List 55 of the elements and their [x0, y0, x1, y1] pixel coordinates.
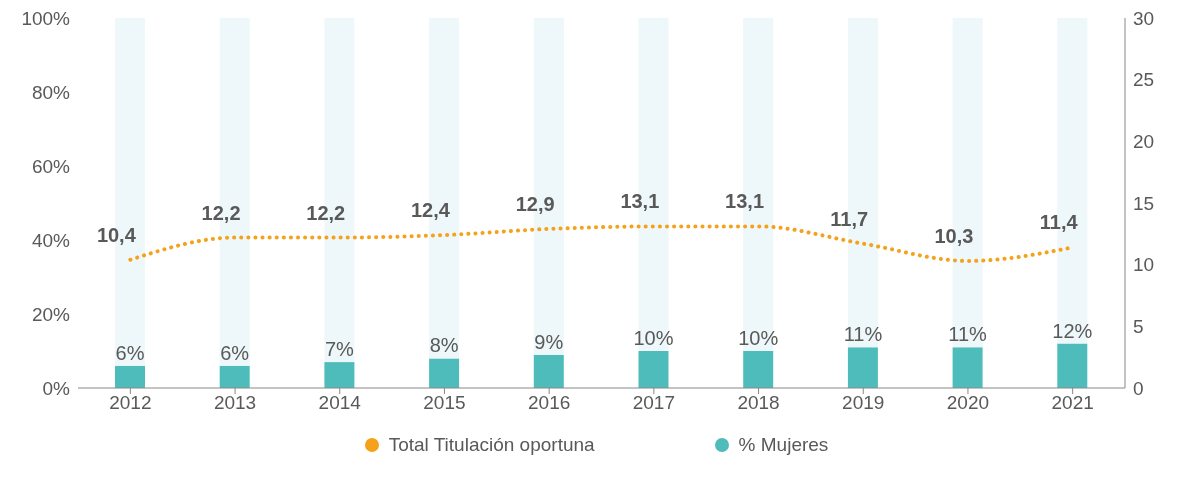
data-label: 13,1 [620, 190, 660, 213]
bar [638, 351, 669, 388]
data-label: 11% [843, 323, 883, 346]
bar [1057, 343, 1088, 388]
y-tick-label: 20% [31, 303, 71, 325]
data-label: 12,2 [306, 201, 346, 224]
data-label: 11% [948, 323, 988, 346]
x-tick-label: 2021 [1051, 392, 1094, 414]
bar [429, 358, 460, 388]
data-label: 8% [429, 334, 459, 357]
x-tick-label: 2017 [632, 392, 675, 414]
y-tick-label: 0% [42, 377, 71, 399]
x-tick-label: 2019 [842, 392, 885, 414]
bar [847, 347, 878, 388]
data-label: 11,7 [830, 207, 869, 230]
data-label: 11,4 [1039, 211, 1079, 234]
y-tick-label: 80% [31, 81, 71, 103]
y-tick-label: 60% [31, 155, 71, 177]
y2-tick-label: 30 [1133, 7, 1155, 29]
y2-tick-label: 0 [1133, 377, 1144, 399]
data-label: 6% [220, 341, 250, 364]
data-label: 6% [115, 341, 145, 364]
y-tick-label: 40% [31, 229, 71, 251]
x-tick-label: 2018 [737, 392, 780, 414]
data-label: 9% [534, 330, 564, 353]
legend-label: % Mujeres [738, 434, 829, 456]
legend-label: Total Titulación oportuna [388, 434, 595, 456]
bar [533, 354, 564, 388]
y2-tick-label: 10 [1133, 254, 1155, 276]
y2-tick-label: 15 [1133, 192, 1155, 214]
data-label: 12,4 [410, 199, 451, 222]
x-tick-label: 2012 [109, 392, 152, 414]
data-label: 10,3 [934, 224, 974, 247]
data-label: 10% [633, 327, 674, 349]
y2-tick-label: 25 [1133, 69, 1155, 91]
data-label: 13,1 [725, 190, 765, 213]
x-tick-label: 2014 [318, 392, 362, 414]
bar [115, 365, 145, 388]
x-tick-label: 2015 [423, 392, 466, 414]
bar [324, 362, 355, 388]
y-tick-label: 100% [21, 7, 71, 29]
bar [219, 365, 250, 388]
data-label: 10,4 [96, 223, 137, 246]
bar [743, 351, 774, 388]
data-label: 12,9 [515, 192, 555, 215]
data-label: 7% [324, 338, 355, 361]
data-label: 12,2 [201, 201, 241, 224]
y2-tick-label: 20 [1133, 131, 1155, 153]
data-label: 10% [738, 327, 779, 349]
x-tick-label: 2016 [528, 392, 571, 414]
x-tick-label: 2020 [946, 392, 990, 414]
data-label: 12% [1052, 319, 1093, 342]
x-tick-label: 2013 [213, 392, 257, 414]
y2-tick-label: 5 [1133, 316, 1144, 338]
bar [952, 347, 983, 388]
